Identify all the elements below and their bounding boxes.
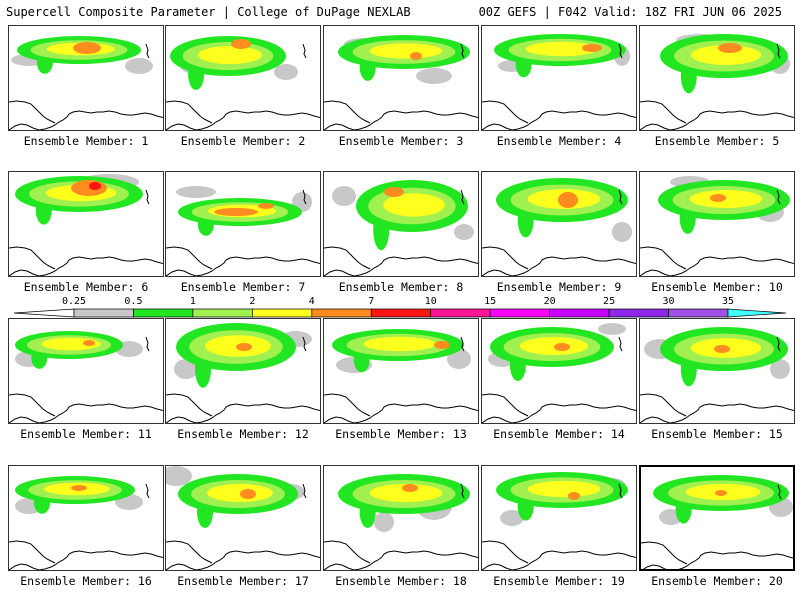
scp-map-10	[640, 176, 794, 276]
ensemble-panel-19[interactable]	[481, 465, 637, 571]
scp-map-17	[166, 466, 320, 570]
ensemble-member-label: Ensemble Member: 11	[20, 427, 152, 441]
legend-threshold-label: 4	[308, 296, 315, 307]
ensemble-panel-1[interactable]	[8, 25, 164, 131]
ensemble-panel-3[interactable]	[323, 25, 479, 131]
legend-swatch	[252, 308, 313, 318]
legend-threshold-label: 15	[484, 296, 497, 307]
legend-threshold-label: 25	[603, 296, 616, 307]
scp-map-7	[166, 186, 320, 276]
legend-swatch	[489, 308, 550, 318]
ensemble-panel-14[interactable]	[481, 318, 637, 424]
legend-swatch	[192, 308, 253, 318]
legend-swatch	[311, 308, 372, 318]
scp-map-20	[641, 475, 793, 569]
legend-swatch	[430, 308, 491, 318]
scp-map-2	[166, 36, 320, 130]
ensemble-member-label: Ensemble Member: 16	[20, 574, 152, 588]
scp-map-19	[482, 472, 636, 570]
scp-map-9	[482, 178, 636, 276]
scp-map-16	[9, 476, 163, 570]
legend-threshold-label: 30	[662, 296, 675, 307]
legend-swatch	[608, 308, 669, 318]
legend-swatch	[668, 308, 729, 318]
scp-map-15	[640, 327, 794, 423]
ensemble-member-label: Ensemble Member: 7	[180, 280, 306, 294]
ensemble-member-label: Ensemble Member: 5	[654, 134, 780, 148]
ensemble-member-label: Ensemble Member: 19	[493, 574, 625, 588]
scp-map-14	[482, 323, 636, 423]
legend-swatch	[73, 308, 134, 318]
legend-threshold-label: 0.25	[61, 296, 87, 307]
ensemble-panel-7[interactable]	[165, 171, 321, 277]
ensemble-panel-11[interactable]	[8, 318, 164, 424]
ensemble-panel-20[interactable]	[639, 465, 795, 571]
legend-threshold-label: 35	[721, 296, 735, 307]
ensemble-member-label: Ensemble Member: 2	[180, 134, 306, 148]
ensemble-member-label: Ensemble Member: 1	[23, 134, 149, 148]
legend-swatch	[133, 308, 194, 318]
ensemble-member-label: Ensemble Member: 4	[496, 134, 622, 148]
legend-threshold-label: 2	[249, 296, 256, 307]
legend-threshold-label: 0.5	[124, 296, 143, 307]
ensemble-panel-9[interactable]	[481, 171, 637, 277]
ensemble-panel-8[interactable]	[323, 171, 479, 277]
scp-map-13	[324, 329, 478, 423]
ensemble-panel-18[interactable]	[323, 465, 479, 571]
scp-map-4	[482, 34, 636, 130]
ensemble-panel-16[interactable]	[8, 465, 164, 571]
ensemble-member-label: Ensemble Member: 20	[651, 574, 783, 588]
legend-swatch	[549, 308, 610, 318]
scp-map-8	[324, 180, 478, 276]
ensemble-panel-13[interactable]	[323, 318, 479, 424]
ensemble-member-label: Ensemble Member: 14	[493, 427, 625, 441]
ensemble-member-label: Ensemble Member: 9	[496, 280, 622, 294]
ensemble-panel-10[interactable]	[639, 171, 795, 277]
legend-threshold-label: 1	[189, 296, 196, 307]
ensemble-member-label: Ensemble Member: 15	[651, 427, 783, 441]
ensemble-panel-17[interactable]	[165, 465, 321, 571]
ensemble-panel-5[interactable]	[639, 25, 795, 131]
legend-bar	[13, 308, 787, 318]
scp-map-3	[324, 35, 478, 130]
ensemble-panel-4[interactable]	[481, 25, 637, 131]
ensemble-member-label: Ensemble Member: 6	[23, 280, 149, 294]
scp-map-5	[640, 34, 794, 130]
ensemble-panel-15[interactable]	[639, 318, 795, 424]
page-title: Supercell Composite Parameter | College …	[6, 5, 411, 19]
ensemble-panel-2[interactable]	[165, 25, 321, 131]
ensemble-member-label: Ensemble Member: 13	[335, 427, 467, 441]
legend-threshold-label: 10	[424, 296, 437, 307]
header: Supercell Composite Parameter | College …	[0, 0, 800, 24]
ensemble-panel-6[interactable]	[8, 171, 164, 277]
scp-map-6	[9, 174, 163, 276]
ensemble-member-label: Ensemble Member: 8	[338, 280, 464, 294]
ensemble-member-label: Ensemble Member: 17	[177, 574, 309, 588]
legend-arrow-high	[727, 308, 787, 318]
ensemble-panel-12[interactable]	[165, 318, 321, 424]
legend-threshold-label: 7	[368, 296, 375, 307]
legend-arrow-low	[13, 308, 75, 318]
color-legend: 0.25 0.5 1 2 4 7 10 15 20 25 30 35	[0, 296, 800, 322]
ensemble-member-label: Ensemble Member: 3	[338, 134, 464, 148]
scp-map-12	[166, 323, 320, 423]
scp-map-11	[9, 331, 163, 423]
run-info: 00Z GEFS | F042 Valid: 18Z FRI JUN 06 20…	[478, 5, 782, 19]
scp-map-1	[9, 36, 163, 130]
scp-map-18	[324, 474, 478, 570]
ensemble-member-label: Ensemble Member: 10	[651, 280, 783, 294]
legend-swatch	[370, 308, 432, 318]
ensemble-member-label: Ensemble Member: 18	[335, 574, 467, 588]
legend-threshold-label: 20	[543, 296, 556, 307]
ensemble-member-label: Ensemble Member: 12	[177, 427, 309, 441]
